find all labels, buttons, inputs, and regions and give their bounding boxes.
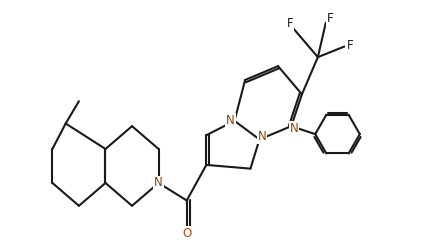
Text: O: O xyxy=(182,227,191,240)
Text: F: F xyxy=(327,12,334,25)
Text: N: N xyxy=(258,130,267,143)
Text: F: F xyxy=(346,39,353,52)
Text: N: N xyxy=(226,114,235,127)
Text: N: N xyxy=(290,122,298,135)
Text: F: F xyxy=(286,17,293,30)
Text: N: N xyxy=(154,176,163,189)
